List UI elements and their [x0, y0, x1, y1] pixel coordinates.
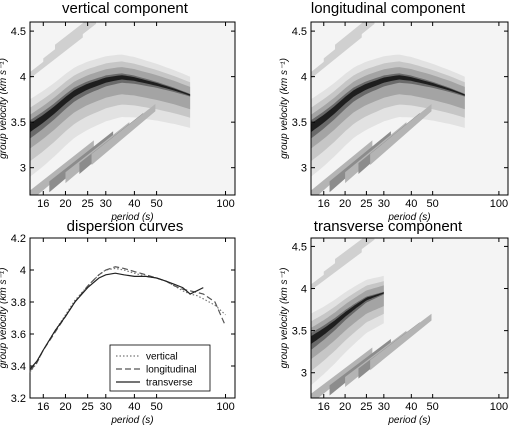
plot-frame-2: [29, 237, 236, 399]
series-line-transverse: [29, 272, 204, 370]
plot-frame-1: [310, 21, 509, 196]
y-tick-label-0: 4: [20, 72, 26, 84]
panel-title-transverse: transverse component: [314, 218, 463, 235]
x-tick-label-3: 25: [360, 401, 372, 413]
heatmap-0: [30, 22, 235, 195]
streak-band: [91, 103, 156, 165]
y-tick-label-2: 3.6: [11, 329, 26, 341]
contour-band-4: [311, 75, 465, 133]
legend-label-transverse: transverse: [146, 378, 193, 389]
y-tick-label-1: 3: [301, 163, 307, 175]
upper-streak-band: [43, 22, 97, 65]
x-tick-label-2: 16: [37, 401, 49, 413]
panel-title-vertical: vertical component: [62, 0, 189, 17]
contour-band-4: [30, 75, 191, 133]
x-axis-label-3: period (s): [387, 415, 430, 426]
series-line-vertical: [29, 267, 226, 373]
x-tick-label-3: 16: [318, 401, 330, 413]
y-tick-label-1: 3.5: [292, 117, 307, 129]
x-tick-label-3: 50: [427, 401, 439, 413]
x-tick-label-3: 20: [339, 401, 351, 413]
x-tick-label-3: 30: [378, 401, 390, 413]
legend-label-vertical: vertical: [146, 352, 178, 363]
x-axis-label-0: period (s): [110, 212, 153, 223]
y-tick-label-3: 3: [301, 368, 307, 380]
y-axis-label-1: group velocity (km s⁻¹): [279, 58, 290, 159]
y-tick-label-1: 4.5: [292, 26, 307, 38]
x-tick-label-1: 50: [427, 198, 439, 210]
x-tick-label-2: 40: [128, 401, 140, 413]
x-tick-label-3: 100: [490, 401, 508, 413]
y-tick-label-3: 4: [301, 284, 307, 296]
x-tick-label-2: 100: [216, 401, 234, 413]
x-tick-label-1: 16: [318, 198, 330, 210]
heatmap-3: [311, 238, 508, 398]
upper-streak-band: [323, 22, 375, 65]
x-tick-label-0: 16: [37, 198, 49, 210]
upper-streak-band: [335, 238, 372, 265]
y-tick-label-0: 4.5: [11, 26, 26, 38]
x-axis-label-2: period (s): [110, 415, 153, 426]
upper-streak-band: [335, 22, 372, 52]
streak-band: [370, 103, 432, 165]
x-tick-label-0: 50: [150, 198, 162, 210]
x-tick-label-3: 40: [405, 401, 417, 413]
x-tick-label-2: 25: [82, 401, 94, 413]
upper-streak-band: [323, 238, 375, 278]
legend-box: [109, 344, 211, 392]
contour-band-3: [311, 291, 384, 350]
x-tick-label-1: 25: [360, 198, 372, 210]
x-tick-label-0: 25: [82, 198, 94, 210]
x-tick-label-1: 30: [378, 198, 390, 210]
y-axis-label-3: group velocity (km s⁻¹): [279, 268, 290, 369]
panel-title-longitudinal: longitudinal component: [311, 0, 466, 17]
y-tick-label-3: 4.5: [292, 241, 307, 253]
streak-band: [30, 140, 94, 195]
legend-label-longitudinal: longitudinal: [146, 365, 197, 376]
plot-frame-0: [29, 21, 236, 196]
y-tick-label-1: 4: [301, 72, 307, 84]
y-tick-label-0: 3.5: [11, 117, 26, 129]
x-tick-label-1: 20: [339, 198, 351, 210]
y-tick-label-3: 3.5: [292, 326, 307, 338]
x-tick-label-1: 100: [490, 198, 508, 210]
x-tick-label-0: 20: [59, 198, 71, 210]
streak-band: [311, 140, 373, 195]
y-tick-label-2: 3.2: [11, 393, 26, 405]
y-tick-label-2: 3.4: [11, 361, 26, 373]
x-tick-label-2: 20: [59, 401, 71, 413]
x-tick-label-0: 100: [216, 198, 234, 210]
contour-band-2: [30, 67, 191, 149]
upper-streak-band: [54, 22, 93, 52]
y-tick-label-2: 4: [20, 265, 26, 277]
panel-title-dispersion: dispersion curves: [67, 218, 184, 235]
y-axis-label-2: group velocity (km s⁻¹): [0, 268, 9, 369]
y-tick-label-2: 3.8: [11, 297, 26, 309]
contour-band-2: [311, 67, 465, 149]
plot-frame-3: [310, 237, 509, 399]
x-tick-label-2: 30: [100, 401, 112, 413]
contour-band-2: [311, 285, 384, 360]
x-tick-label-0: 40: [128, 198, 140, 210]
x-axis-label-1: period (s): [387, 212, 430, 223]
y-tick-label-0: 3: [20, 163, 26, 175]
y-axis-label-0: group velocity (km s⁻¹): [0, 58, 9, 159]
y-tick-label-2: 4.2: [11, 233, 26, 245]
x-tick-label-0: 30: [100, 198, 112, 210]
heatmap-1: [311, 22, 508, 195]
streak-band: [311, 347, 373, 398]
x-tick-label-2: 50: [150, 401, 162, 413]
x-tick-label-1: 40: [405, 198, 417, 210]
streak-band: [370, 313, 432, 371]
